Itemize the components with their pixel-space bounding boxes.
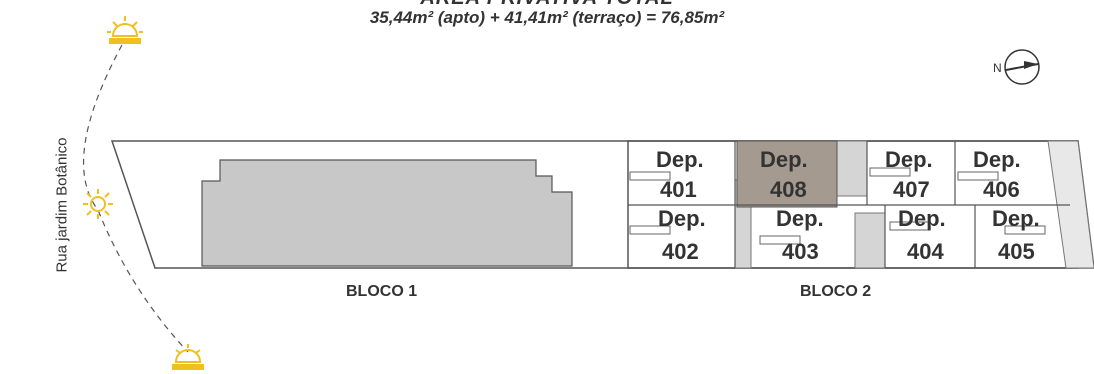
bloco-2-end-ramp [1047,140,1094,269]
north-compass-icon [1004,49,1040,85]
unit-403-label-top: Dep. [776,206,824,231]
bloco-2-elevator [854,212,886,269]
area-title-breakdown: 35,44m² (apto) + 41,41m² (terraço) = 76,… [369,8,725,27]
unit-405-label-number: 405 [998,239,1035,264]
unit-404-label-number: 404 [907,239,944,264]
compass-north-label: N [993,61,1002,75]
balcony [869,167,911,177]
balcony [889,221,931,231]
sunrise-icon [107,16,143,44]
bloco-2-stair [836,140,868,197]
unit-401-label-number: 401 [660,177,697,202]
unit-401-label-top: Dep. [656,147,704,172]
balcony [629,171,671,181]
balcony [1004,225,1046,235]
sun-path-arc [83,44,189,353]
unit-406-label-top: Dep. [973,147,1021,172]
unit-402-label-top: Dep. [658,206,706,231]
unit-408-highlight [736,140,838,208]
unit-407-label-number: 407 [893,177,930,202]
bloco-2-label: BLOCO 2 [800,283,872,300]
unit-402-label-number: 402 [662,239,699,264]
balcony [957,171,999,181]
unit-404-label-top: Dep. [898,206,946,231]
unit-405-label-top: Dep. [992,206,1040,231]
unit-408-label-number: 408 [770,177,807,202]
unit-406-label-number: 406 [983,177,1020,202]
unit-408-label-top: Dep. [760,147,808,172]
sunset-icon [172,344,204,370]
bloco-1-label: BLOCO 1 [346,283,418,300]
sun-icon [83,189,113,219]
unit-403-label-number: 403 [782,239,819,264]
area-title-main: ÁREA PRIVATIVA TOTAL [0,0,1094,10]
bloco-1-footprint [201,159,573,267]
balcony [759,235,801,245]
unit-407-label-top: Dep. [885,147,933,172]
balcony [629,225,671,235]
